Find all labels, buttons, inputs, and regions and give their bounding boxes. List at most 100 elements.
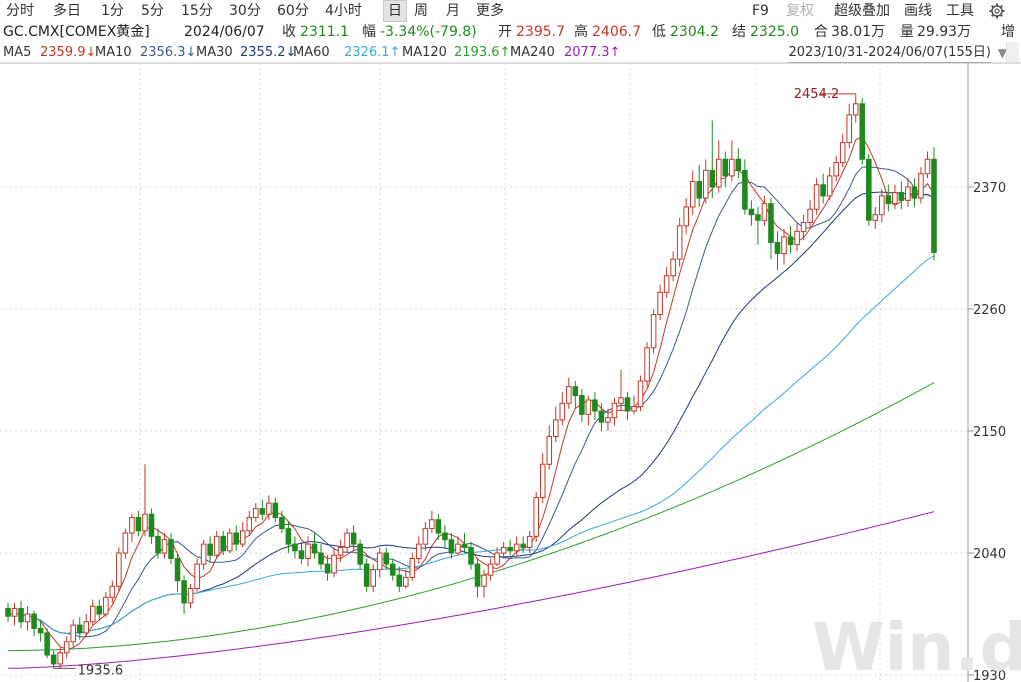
oi-value: 38.01万 [831, 24, 886, 40]
ma-label-0: MA5 [3, 45, 32, 60]
period-tab-0[interactable]: 分时 [6, 3, 34, 19]
candle-body-57 [376, 552, 383, 571]
ma240-line [8, 511, 935, 669]
candle-body-132 [866, 158, 872, 221]
candle-body-80 [526, 535, 533, 548]
toolbar-item-1[interactable]: 复权 [786, 3, 814, 19]
candle-body-83 [546, 436, 553, 465]
candle-body-8 [57, 652, 63, 665]
candle-body-137 [898, 192, 905, 201]
candle-body-109 [716, 158, 722, 188]
candle-body-95 [624, 397, 631, 412]
candle-body-56 [370, 569, 376, 587]
period-tab-4[interactable]: 15分 [181, 3, 213, 19]
candle-body-69 [455, 543, 461, 554]
candle-body-43 [285, 528, 292, 545]
candle-body-121 [794, 230, 800, 246]
candle-body-141 [924, 158, 931, 175]
ma120-line [8, 382, 935, 652]
close-label: 收 [282, 24, 296, 40]
candle-body-108 [709, 169, 716, 188]
candle-body-35 [233, 532, 240, 545]
period-tab-8[interactable]: 日 [383, 0, 407, 22]
candle-body-42 [279, 517, 285, 530]
ma-label-3: MA60 [293, 45, 330, 60]
period-tab-9[interactable]: 周 [414, 3, 428, 19]
extra-label[interactable]: 增 [1001, 24, 1015, 40]
period-tab-2[interactable]: 1分 [101, 3, 124, 19]
candle-body-134 [879, 195, 885, 216]
candle-body-119 [781, 236, 787, 255]
period-tab-5[interactable]: 30分 [229, 3, 261, 19]
candle-body-113 [742, 169, 748, 210]
toolbar-item-4[interactable]: 工具 [946, 3, 974, 19]
candle-body-65 [429, 519, 435, 530]
candle-body-12 [83, 621, 90, 634]
candle-body-15 [103, 596, 109, 615]
candle-body-10 [70, 624, 76, 643]
candle-body-33 [220, 535, 226, 552]
candle-body-88 [579, 395, 585, 415]
candle-body-78 [513, 543, 520, 552]
candle-body-81 [533, 497, 539, 537]
candle-body-98 [644, 347, 650, 382]
candle-body-74 [487, 563, 494, 576]
candle-body-39 [259, 508, 266, 515]
open-value: 2395.7 [516, 24, 565, 40]
ma-label-1: MA10 [95, 45, 132, 60]
candle-body-110 [722, 158, 729, 177]
candle-body-128 [839, 142, 846, 164]
toolbar-item-2[interactable]: 超级叠加 [834, 3, 890, 19]
candle-body-14 [96, 605, 103, 615]
candle-body-89 [585, 399, 592, 415]
candle-body-21 [142, 513, 148, 532]
period-tab-3[interactable]: 5分 [141, 3, 164, 19]
period-toolbar: 分时 多日 1分 5分 15分 30分 60分 4小时 日周 月更多 F9 复权 超级叠加 画线 工具 [0, 0, 1021, 22]
candle-body-44 [292, 543, 298, 552]
candle-body-111 [729, 158, 735, 177]
ma-value-0: 2359.9↓ [40, 45, 97, 60]
candle-body-47 [311, 543, 318, 554]
candle-body-45 [298, 550, 305, 560]
period-tab-6[interactable]: 60分 [277, 3, 309, 19]
candle-body-75 [494, 552, 500, 565]
high-value: 2406.7 [592, 24, 641, 40]
toolbar-item-0[interactable]: F9 [752, 3, 769, 19]
candle-body-130 [852, 103, 859, 116]
candle-body-38 [253, 508, 259, 519]
candle-body-32 [213, 535, 220, 556]
candle-body-105 [689, 180, 696, 208]
period-tab-1[interactable]: 多日 [53, 3, 81, 19]
volume-label: 量 [900, 24, 914, 40]
candle-body-4 [31, 613, 37, 629]
gear-icon[interactable] [988, 2, 1006, 20]
close-value: 2311.1 [300, 24, 349, 40]
candle-body-40 [266, 502, 272, 515]
high-label: 高 [574, 24, 588, 40]
open-label: 开 [498, 24, 512, 40]
candle-body-30 [200, 543, 207, 565]
candle-body-124 [813, 184, 820, 210]
candle-body-92 [605, 417, 611, 423]
candle-body-7 [50, 654, 57, 665]
candle-body-91 [598, 410, 605, 423]
range-dropdown-icon[interactable]: ▼ [997, 46, 1007, 60]
ma-label-4: MA120 [402, 45, 447, 60]
period-tab-10[interactable]: 月 [446, 3, 460, 19]
candle-body-142 [931, 158, 937, 253]
candle-body-127 [833, 162, 839, 177]
scrollbar[interactable] [1006, 42, 1019, 62]
candle-body-46 [305, 543, 311, 560]
candle-body-116 [761, 203, 768, 221]
period-tab-11[interactable]: 更多 [476, 3, 504, 19]
candle-body-102 [670, 258, 676, 277]
toolbar-item-3[interactable]: 画线 [904, 3, 932, 19]
candle-body-101 [663, 275, 670, 293]
candle-body-11 [76, 624, 83, 634]
date-label: 2024/06/07 [184, 24, 265, 40]
period-tab-7[interactable]: 4小时 [325, 3, 362, 19]
candle-body-29 [194, 563, 200, 589]
candle-body-59 [389, 563, 396, 576]
candle-body-96 [631, 406, 637, 412]
